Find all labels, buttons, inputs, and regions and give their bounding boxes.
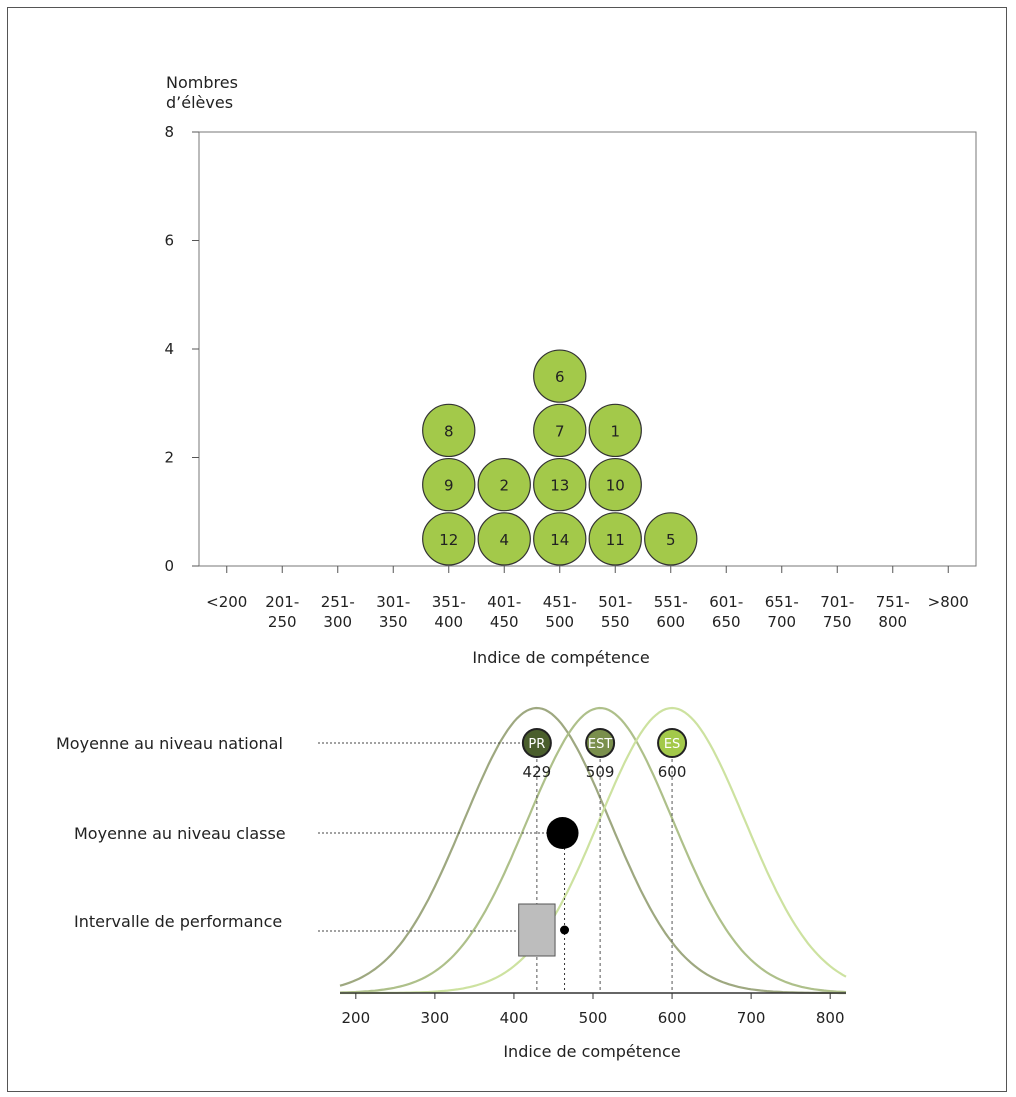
x-tick-label: 201- xyxy=(265,593,299,611)
bottom-x-tick-label: 700 xyxy=(737,1009,766,1027)
student-circle xyxy=(533,457,587,512)
y-axis-title-line2: d’élèves xyxy=(166,93,233,112)
student-circle xyxy=(588,403,642,458)
bottom-x-tick-label: 600 xyxy=(658,1009,687,1027)
class-mean-small-dot xyxy=(560,925,570,935)
legend-national: Moyenne au niveau national xyxy=(56,734,283,753)
y-tick-label: 8 xyxy=(164,123,174,141)
performance-interval-box xyxy=(518,903,556,957)
marker-value: 429 xyxy=(523,763,552,781)
x-axis-title: Indice de compétence xyxy=(472,648,649,667)
x-tick-label: 651- xyxy=(765,593,799,611)
student-circle xyxy=(422,403,476,458)
top-chart: Nombres d’élèves 0 2 4 6 8 <200 201- 250 251- 30… xyxy=(164,73,977,667)
x-tick-label: 351- xyxy=(432,593,466,611)
x-tick-label: 301- xyxy=(376,593,410,611)
student-circle xyxy=(533,349,587,403)
x-tick-label: <200 xyxy=(206,593,247,611)
y-axis: 0 2 4 6 8 xyxy=(164,123,199,575)
student-label: 11 xyxy=(606,531,625,549)
student-circle xyxy=(533,403,587,458)
student-label: 2 xyxy=(499,477,509,495)
student-circle xyxy=(533,512,587,566)
student-label: 13 xyxy=(550,477,569,495)
bottom-x-axis: 200 300 400 500 600 700 800 xyxy=(341,993,845,1027)
y-tick-label: 0 xyxy=(164,557,174,575)
x-tick-label-line2: 800 xyxy=(878,613,907,631)
marker-pr xyxy=(521,728,552,758)
curve-es xyxy=(340,706,847,995)
student-circle xyxy=(422,457,476,512)
student-circle xyxy=(588,512,642,566)
x-tick-label: >800 xyxy=(928,593,969,611)
student-label: 5 xyxy=(666,531,676,549)
y-tick-label: 4 xyxy=(164,340,174,358)
x-tick-label-line2: 700 xyxy=(767,613,796,631)
guide-lines xyxy=(536,759,673,993)
marker-label: EST xyxy=(588,737,612,752)
x-tick-label: 451- xyxy=(543,593,577,611)
student-label: 1 xyxy=(610,422,620,440)
student-label: 10 xyxy=(606,477,625,495)
marker-label: PR xyxy=(528,737,545,752)
national-markers: PR 429 EST 509 ES 600 xyxy=(521,728,688,781)
y-axis-title-line1: Nombres xyxy=(166,73,238,92)
student-circle xyxy=(644,512,698,566)
x-tick-label-line2: 300 xyxy=(323,613,352,631)
student-circle xyxy=(477,512,531,566)
x-tick-label-line2: 600 xyxy=(656,613,685,631)
class-mean-dot xyxy=(546,817,579,849)
student-label: 14 xyxy=(550,531,569,549)
student-label: 12 xyxy=(439,531,458,549)
student-label: 8 xyxy=(444,422,454,440)
student-circles: 12 9 8 4 2 14 13 7 6 11 10 1 5 xyxy=(422,349,698,566)
bottom-x-tick-label: 300 xyxy=(421,1009,450,1027)
marker-value: 509 xyxy=(586,763,615,781)
marker-value: 600 xyxy=(658,763,687,781)
bottom-x-axis-title: Indice de compétence xyxy=(503,1042,680,1061)
x-tick-label: 701- xyxy=(820,593,854,611)
y-tick-label: 6 xyxy=(164,232,174,250)
x-tick-label-line2: 550 xyxy=(601,613,630,631)
x-tick-label: 401- xyxy=(487,593,521,611)
marker-est xyxy=(585,728,616,758)
x-tick-label-line2: 250 xyxy=(268,613,297,631)
x-tick-label-line2: 650 xyxy=(712,613,741,631)
bottom-x-tick-label: 200 xyxy=(341,1009,370,1027)
curve-pr xyxy=(339,706,846,995)
student-label: 6 xyxy=(555,368,565,386)
marker-es xyxy=(657,728,688,758)
x-tick-label-line2: 750 xyxy=(823,613,852,631)
x-tick-label: 751- xyxy=(876,593,910,611)
student-label: 9 xyxy=(444,477,454,495)
plot-area xyxy=(198,131,977,567)
x-tick-label-line2: 350 xyxy=(379,613,408,631)
student-label: 7 xyxy=(555,422,565,440)
figure-svg: Nombres d’élèves 0 2 4 6 8 <200 201- 250 251- 30… xyxy=(56,73,977,1061)
student-circle xyxy=(477,457,531,512)
distribution-curves xyxy=(339,706,847,995)
student-circle xyxy=(588,457,642,512)
x-tick-label-line2: 500 xyxy=(545,613,574,631)
x-tick-label-line2: 450 xyxy=(490,613,519,631)
y-tick-label: 2 xyxy=(164,449,174,467)
legend-classe: Moyenne au niveau classe xyxy=(74,824,286,843)
marker-label: ES xyxy=(664,737,680,752)
curve-est xyxy=(339,706,847,994)
x-tick-label-line2: 400 xyxy=(434,613,463,631)
x-tick-label: 251- xyxy=(321,593,355,611)
bottom-chart: Moyenne au niveau national Moyenne au ni… xyxy=(56,706,847,1061)
bottom-x-tick-label: 500 xyxy=(579,1009,608,1027)
x-tick-label: 501- xyxy=(598,593,632,611)
legend-intervalle: Intervalle de performance xyxy=(74,912,282,931)
student-label: 4 xyxy=(499,531,509,549)
x-axis: <200 201- 250 251- 300 301- 350 351- 400 401- 450 4… xyxy=(206,566,969,631)
figure-frame: Nombres d’élèves 0 2 4 6 8 <200 201- 250 251- 30… xyxy=(7,7,1007,1092)
x-tick-label: 551- xyxy=(654,593,688,611)
bottom-x-tick-label: 800 xyxy=(816,1009,845,1027)
class-mean-markers xyxy=(518,817,579,993)
bottom-x-tick-label: 400 xyxy=(500,1009,529,1027)
student-circle xyxy=(422,512,476,566)
x-tick-label: 601- xyxy=(709,593,743,611)
